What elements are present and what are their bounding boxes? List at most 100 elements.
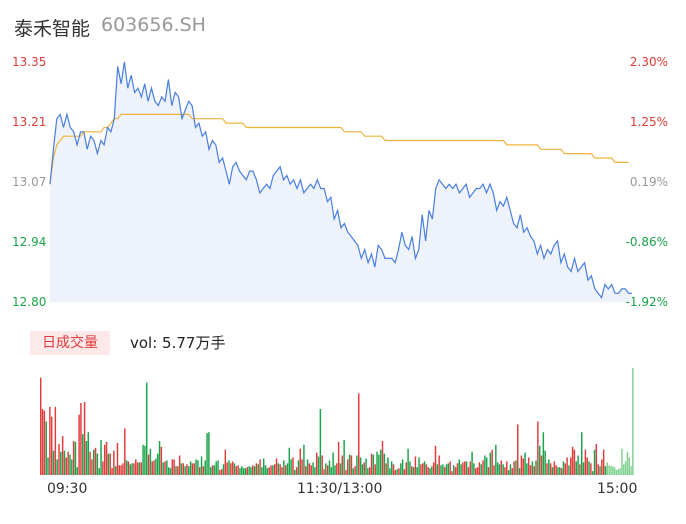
volume-bar [495,444,497,475]
volume-bar [82,434,84,475]
price-line [49,61,632,299]
volume-bar [74,441,77,475]
volume-bar [122,463,124,475]
volume-bar [208,432,210,475]
volume-bar [45,421,47,475]
volume-bar [581,432,583,475]
volume-bar [381,441,384,475]
volume-bar [531,461,534,475]
volume-bar [71,459,73,475]
volume-bar [498,464,501,475]
volume-bar [617,469,620,475]
volume-bar [502,464,504,475]
volume-bar [124,428,126,475]
volume-bar [56,459,58,475]
volume-bar [376,451,378,475]
volume-bar [352,468,354,475]
volume-bar [310,465,312,475]
volume-bar [133,463,135,475]
volume-bar [557,467,559,475]
volume-bar [350,455,353,475]
volume-bar [235,466,238,475]
volume-bar [535,460,537,475]
volume-bar [330,467,333,475]
volume-bar [568,465,570,475]
volume-bar [579,464,581,475]
volume-bar [387,457,389,475]
volume-bar [158,441,161,475]
volume-bar [392,464,395,475]
volume-bar [314,467,316,475]
volume-bar [237,465,239,475]
volume-bar [400,463,402,475]
volume-bar [491,449,493,475]
volume-bar [178,455,181,475]
volume-bar [155,458,157,475]
volume-bar [615,470,618,475]
volume-bar [548,459,550,475]
volume-bar [520,455,523,475]
volume-bar [564,463,567,475]
volume-bar [286,463,289,475]
volume-bar [224,449,227,475]
volume-bar [160,446,163,475]
volume-bar [500,460,503,475]
price-tick-1: 13.21 [12,115,47,129]
volume-bar [175,466,177,475]
volume-bar [272,465,274,475]
volume-bar [144,445,146,475]
volume-bar [334,465,336,475]
volume-bar [294,470,296,475]
volume-bar [487,467,490,475]
volume-bar [467,467,470,475]
volume-bar [423,461,426,475]
volume-bar [538,445,541,475]
pct-tick-0: 2.30% [629,55,668,69]
volume-bar [211,465,214,475]
volume-bar [113,450,115,475]
volume-bar [347,459,349,475]
volume-bar [213,465,216,475]
stock-code: 603656.SH [101,14,206,36]
volume-bar [432,462,435,475]
volume-bar [200,456,203,475]
volume-readout: vol: 5.77万手 [130,334,226,352]
pct-tick-2: 0.19% [629,175,668,189]
volume-bar [354,466,356,475]
volume-bar [623,464,625,475]
volume-bar [166,460,168,475]
price-tick-0: 13.35 [12,55,47,69]
volume-bar [93,449,95,475]
volume-bar [202,466,205,475]
volume-bar [546,463,548,475]
volume-bar [462,462,464,475]
volume-bar [476,467,479,475]
volume-bar [43,410,46,475]
volume-bar [582,462,585,475]
volume-bar [465,461,468,475]
volume-bar [555,465,557,475]
volume-bar [219,470,221,475]
volume-bar [191,463,194,475]
volume-bar [315,452,318,475]
volume-bar [518,468,521,475]
volume-bar [328,460,331,475]
volume-bar [504,467,506,475]
volume-bar [374,464,376,475]
volume-bar [533,466,535,475]
volume-bar [456,463,459,475]
volume-bar [135,459,137,475]
volume-bar [162,462,164,475]
stock-name: 泰禾智能 [14,18,91,40]
volume-bar [231,461,234,475]
volume-bar [239,468,241,475]
volume-bar [266,468,269,475]
volume-bar [454,467,457,475]
volume-bar [277,463,280,475]
volume-bar [595,443,598,475]
volume-bar [120,465,122,475]
volume-bar [429,468,431,475]
volume-bar [537,421,539,475]
volume-bar [188,466,190,475]
volume-bar [577,455,579,475]
